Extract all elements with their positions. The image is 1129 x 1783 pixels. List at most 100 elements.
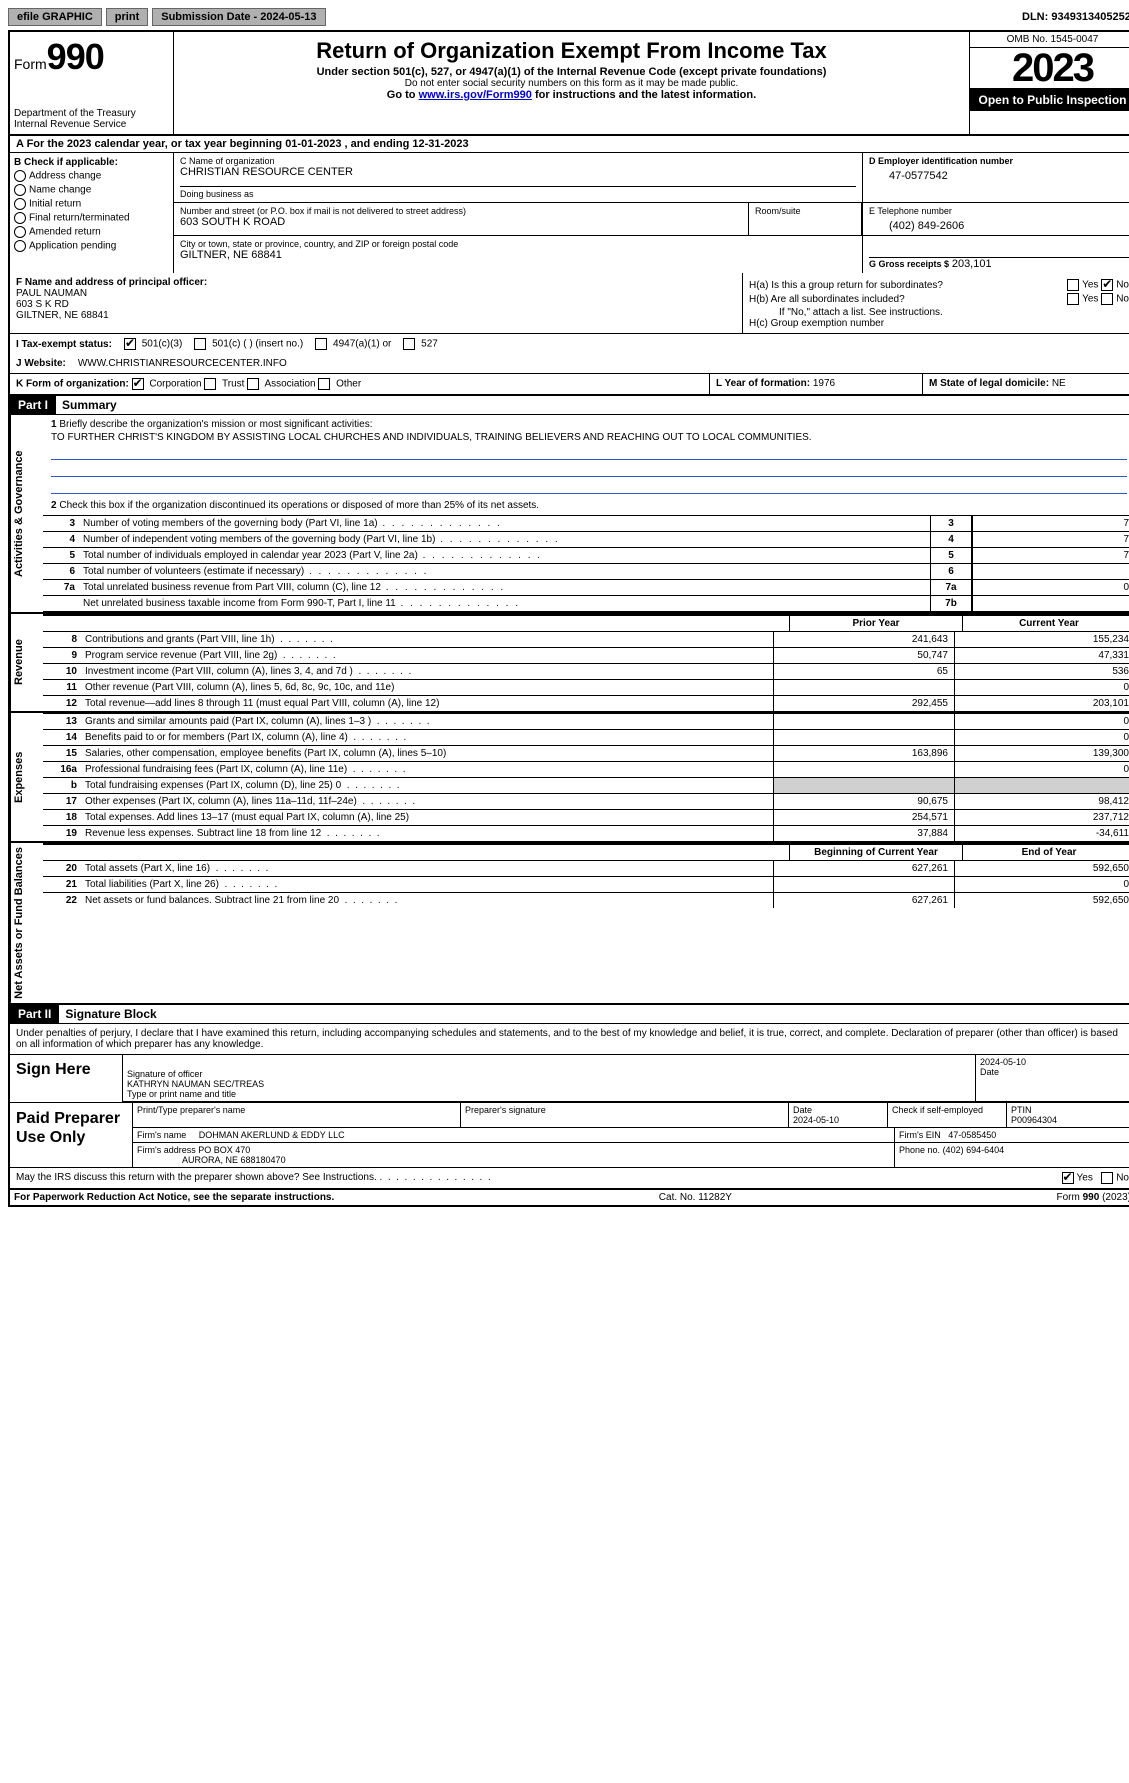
firm-ein: 47-0585450 — [948, 1130, 996, 1140]
fin-line: 10Investment income (Part VIII, column (… — [43, 663, 1129, 679]
fin-line: 11Other revenue (Part VIII, column (A), … — [43, 679, 1129, 695]
form-title: Return of Organization Exempt From Incom… — [182, 38, 961, 64]
year-formed: 1976 — [813, 378, 835, 389]
chk-initial[interactable]: Initial return — [14, 198, 169, 210]
chk-501c[interactable] — [194, 338, 206, 350]
state-domicile: NE — [1052, 378, 1066, 389]
sig-date-lbl: Date — [980, 1067, 1129, 1077]
b-heading: B Check if applicable: — [14, 157, 169, 168]
gross-val: 203,101 — [952, 258, 992, 270]
header-mid: Return of Organization Exempt From Incom… — [174, 32, 969, 134]
org-name: CHRISTIAN RESOURCE CENTER — [180, 166, 856, 178]
officer-name: PAUL NAUMAN — [16, 288, 736, 299]
summary-governance: Activities & Governance 1 Briefly descri… — [10, 415, 1129, 614]
discuss-text: May the IRS discuss this return with the… — [16, 1172, 491, 1184]
discuss-row: May the IRS discuss this return with the… — [10, 1167, 1129, 1188]
firm-addr1: PO BOX 470 — [198, 1145, 250, 1155]
print-button[interactable]: print — [106, 8, 148, 26]
ptin-val: P00964304 — [1011, 1115, 1057, 1125]
col-prior: Prior Year — [789, 616, 962, 631]
form-label: Form — [14, 56, 47, 72]
mission-block: 1 Briefly describe the organization's mi… — [43, 415, 1129, 515]
q2-text: Check this box if the organization disco… — [59, 500, 539, 511]
chk-corp[interactable] — [132, 378, 144, 390]
row-f-h: F Name and address of principal officer:… — [10, 273, 1129, 334]
c-name-lbl: C Name of organization — [180, 156, 856, 166]
chk-other[interactable] — [318, 378, 330, 390]
goto-suffix: for instructions and the latest informat… — [535, 89, 756, 101]
prep-name-lbl: Print/Type preparer's name — [133, 1103, 461, 1128]
irs-link[interactable]: www.irs.gov/Form990 — [419, 89, 532, 101]
discuss-no[interactable] — [1101, 1172, 1113, 1184]
form-header: Form990 Department of the Treasury Inter… — [10, 32, 1129, 136]
form-footer: Form 990 (2023) — [1057, 1192, 1129, 1203]
officer-addr2: GILTNER, NE 68841 — [16, 310, 736, 321]
fin-line: 18Total expenses. Add lines 13–17 (must … — [43, 809, 1129, 825]
hb-no[interactable] — [1101, 293, 1113, 305]
form-frame: Form990 Department of the Treasury Inter… — [8, 30, 1129, 1207]
f-lbl: F Name and address of principal officer: — [16, 277, 736, 288]
row-k: K Form of organization: Corporation Trus… — [10, 374, 1129, 396]
form-number: 990 — [47, 36, 104, 77]
prep-date: 2024-05-10 — [793, 1115, 839, 1125]
gross-lbl: G Gross receipts $ — [869, 259, 949, 269]
chk-final[interactable]: Final return/terminated — [14, 212, 169, 224]
chk-name-change[interactable]: Name change — [14, 184, 169, 196]
part1-header-row: Part I Summary — [10, 396, 1129, 415]
col-end: End of Year — [962, 845, 1129, 860]
i-lbl: I Tax-exempt status: — [16, 339, 112, 350]
form-subtitle: Under section 501(c), 527, or 4947(a)(1)… — [182, 66, 961, 78]
sig-officer-lbl: Signature of officer — [127, 1069, 971, 1079]
fin-line: 8Contributions and grants (Part VIII, li… — [43, 631, 1129, 647]
paid-preparer-label: Paid Preparer Use Only — [10, 1103, 133, 1167]
firm-addr2: AURORA, NE 688180470 — [182, 1155, 286, 1165]
row-i: I Tax-exempt status: 501(c)(3) 501(c) ( … — [10, 334, 1129, 354]
open-inspection: Open to Public Inspection — [970, 89, 1129, 111]
ein-lbl: D Employer identification number — [869, 156, 1129, 166]
hb-yes[interactable] — [1067, 293, 1079, 305]
fin-line: 12Total revenue—add lines 8 through 11 (… — [43, 695, 1129, 711]
m-lbl: M State of legal domicile: — [929, 378, 1049, 389]
chk-app-pending[interactable]: Application pending — [14, 240, 169, 252]
fin-line: 14Benefits paid to or for members (Part … — [43, 729, 1129, 745]
ha-lbl: H(a) Is this a group return for subordin… — [749, 280, 943, 291]
chk-addr-change[interactable]: Address change — [14, 170, 169, 182]
phone-val: (402) 849-2606 — [869, 216, 1129, 232]
chk-trust[interactable] — [204, 378, 216, 390]
chk-527[interactable] — [403, 338, 415, 350]
gov-line: 5Total number of individuals employed in… — [43, 547, 1129, 563]
ein-val: 47-0577542 — [869, 166, 1129, 182]
signature-block: Under penalties of perjury, I declare th… — [10, 1024, 1129, 1188]
street-lbl: Number and street (or P.O. box if mail i… — [180, 206, 742, 216]
chk-assoc[interactable] — [247, 378, 259, 390]
chk-501c3[interactable] — [124, 338, 136, 350]
sign-here-row: Sign Here Signature of officer KATHRYN N… — [10, 1054, 1129, 1102]
header-right: OMB No. 1545-0047 2023 Open to Public In… — [969, 32, 1129, 134]
hc-lbl: H(c) Group exemption number — [749, 318, 1129, 329]
efile-button[interactable]: efile GRAPHIC — [8, 8, 102, 26]
sign-here-label: Sign Here — [10, 1055, 123, 1102]
ha-no[interactable] — [1101, 279, 1113, 291]
part2-title: Signature Block — [59, 1005, 162, 1023]
summary-revenue: Revenue Prior Year Current Year 8Contrib… — [10, 614, 1129, 713]
l-lbl: L Year of formation: — [716, 378, 810, 389]
tax-year: 2023 — [970, 48, 1129, 89]
firm-name: DOHMAN AKERLUND & EDDY LLC — [199, 1130, 345, 1140]
chk-amended[interactable]: Amended return — [14, 226, 169, 238]
col-begin: Beginning of Current Year — [789, 845, 962, 860]
j-lbl: J Website: — [16, 358, 66, 369]
perjury-declaration: Under penalties of perjury, I declare th… — [10, 1024, 1129, 1054]
fin-line: 20Total assets (Part X, line 16) . . . .… — [43, 860, 1129, 876]
officer-addr1: 603 S K RD — [16, 299, 736, 310]
prep-sig-lbl: Preparer's signature — [461, 1103, 789, 1128]
chk-4947[interactable] — [315, 338, 327, 350]
col-f: F Name and address of principal officer:… — [10, 273, 743, 333]
fin-line: 9Program service revenue (Part VIII, lin… — [43, 647, 1129, 663]
ssn-note: Do not enter social security numbers on … — [182, 78, 961, 89]
ha-yes[interactable] — [1067, 279, 1079, 291]
fin-line: 19Revenue less expenses. Subtract line 1… — [43, 825, 1129, 841]
part1-badge: Part I — [10, 396, 56, 414]
fin-line: 16aProfessional fundraising fees (Part I… — [43, 761, 1129, 777]
discuss-yes[interactable] — [1062, 1172, 1074, 1184]
revenue-header: Prior Year Current Year — [43, 614, 1129, 631]
